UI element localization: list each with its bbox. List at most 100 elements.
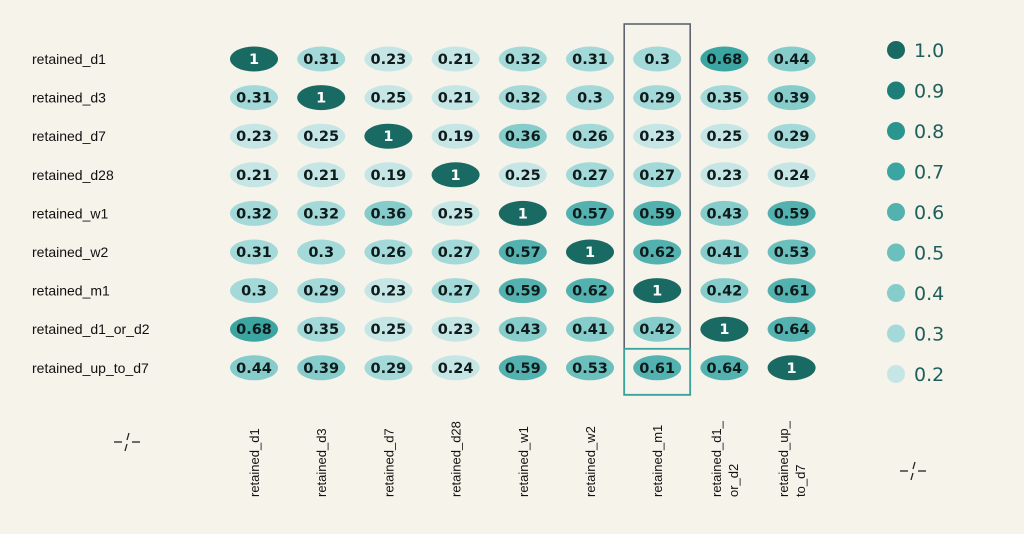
row-label: retained_m1 bbox=[32, 283, 110, 299]
column-label: retained_d3 bbox=[314, 428, 329, 497]
heatmap-cell bbox=[767, 316, 816, 342]
column-label: retained_w1 bbox=[516, 426, 531, 497]
cell-value-label: 0.41 bbox=[572, 322, 608, 338]
cell-value-label: 0.24 bbox=[774, 168, 810, 184]
heatmap-cell bbox=[230, 200, 278, 226]
heatmap-cell bbox=[566, 200, 614, 226]
heatmap-cell bbox=[498, 123, 547, 149]
cell-value-label: 0.32 bbox=[236, 206, 272, 222]
column-label: retained_d1_ bbox=[709, 420, 724, 497]
cell-value-label: 0.64 bbox=[774, 322, 810, 338]
legend-label: 0.9 bbox=[914, 81, 944, 103]
legend-swatch bbox=[887, 122, 905, 140]
heatmap-cell bbox=[230, 355, 278, 381]
heatmap-cell bbox=[498, 278, 547, 304]
heatmap-cell bbox=[633, 123, 682, 149]
cell-value-label: 0.42 bbox=[639, 322, 675, 338]
cell-value-label: 0.41 bbox=[707, 245, 743, 261]
legend-label: 0.4 bbox=[914, 283, 944, 305]
cell-value-label: 0.59 bbox=[505, 284, 541, 300]
cell-value-label: 0.3 bbox=[241, 284, 267, 300]
cell-value-label: 0.31 bbox=[236, 91, 272, 107]
heatmap-cell bbox=[498, 162, 547, 188]
heatmap-cell bbox=[700, 123, 749, 149]
heatmap-cell bbox=[431, 162, 480, 188]
heatmap-cell bbox=[767, 278, 816, 304]
cell-value-label: 0.62 bbox=[572, 284, 608, 300]
cell-value-label: 0.3 bbox=[644, 52, 670, 68]
heatmap-cell bbox=[364, 123, 413, 149]
cell-value-label: 0.59 bbox=[774, 206, 810, 222]
heatmap-cell bbox=[364, 200, 413, 226]
cell-value-label: 0.68 bbox=[236, 322, 272, 338]
heatmap-cell bbox=[566, 85, 614, 111]
heatmap-cell bbox=[431, 200, 480, 226]
column-label: retained_d28 bbox=[449, 421, 464, 497]
heatmap-cell bbox=[767, 46, 816, 72]
crosshair-decoration-icon bbox=[900, 461, 926, 481]
heatmap-cell bbox=[431, 316, 480, 342]
heatmap-cell bbox=[566, 123, 614, 149]
cell-value-label: 0.68 bbox=[707, 52, 743, 68]
heatmap-cell bbox=[633, 85, 682, 111]
cell-value-label: 0.62 bbox=[639, 245, 675, 261]
cell-value-label: 0.29 bbox=[303, 284, 339, 300]
heatmap-cell bbox=[700, 239, 749, 265]
heatmap-cell bbox=[700, 278, 749, 304]
cell-value-label: 0.42 bbox=[707, 284, 743, 300]
heatmap-cell bbox=[431, 355, 480, 381]
cell-value-label: 1 bbox=[652, 284, 662, 300]
cell-value-label: 0.21 bbox=[303, 168, 339, 184]
heatmap-cell bbox=[566, 46, 614, 72]
column-label: or_d2 bbox=[726, 464, 741, 497]
legend-label: 0.2 bbox=[914, 364, 944, 386]
cell-value-label: 0.26 bbox=[371, 245, 407, 261]
crosshair-decoration-icon bbox=[114, 432, 140, 452]
heatmap-cell bbox=[566, 162, 614, 188]
heatmap-cell bbox=[767, 162, 816, 188]
heatmap-cell bbox=[767, 200, 816, 226]
heatmap-cell bbox=[633, 162, 682, 188]
cell-value-label: 0.23 bbox=[371, 284, 407, 300]
cell-value-label: 0.35 bbox=[707, 91, 743, 107]
row-label: retained_up_to_d7 bbox=[32, 360, 149, 376]
cell-value-label: 0.25 bbox=[371, 322, 407, 338]
column-label: retained_w2 bbox=[583, 426, 598, 497]
legend-label: 0.6 bbox=[914, 202, 944, 224]
heatmap-cell bbox=[566, 278, 614, 304]
cell-value-label: 0.31 bbox=[236, 245, 272, 261]
legend-swatch bbox=[887, 243, 905, 262]
cell-value-label: 0.25 bbox=[707, 129, 743, 145]
legend-label: 0.8 bbox=[914, 121, 944, 143]
heatmap-cell bbox=[498, 46, 547, 72]
cell-value-label: 0.36 bbox=[505, 129, 541, 145]
legend-label: 0.3 bbox=[914, 324, 944, 346]
cell-value-label: 0.23 bbox=[371, 52, 407, 68]
cell-value-label: 0.59 bbox=[639, 206, 675, 222]
cell-value-label: 0.32 bbox=[303, 206, 339, 222]
cell-value-label: 0.24 bbox=[438, 361, 474, 377]
heatmap-cell bbox=[364, 46, 413, 72]
cell-value-label: 0.26 bbox=[572, 129, 608, 145]
heatmap-cell bbox=[230, 316, 278, 342]
cell-value-label: 0.23 bbox=[438, 322, 474, 338]
heatmap-cell bbox=[700, 85, 749, 111]
heatmap-cell bbox=[767, 123, 816, 149]
cell-value-label: 0.3 bbox=[308, 245, 334, 261]
row-label: retained_d1_or_d2 bbox=[32, 321, 150, 337]
legend-label: 0.5 bbox=[914, 243, 944, 265]
heatmap-cell bbox=[498, 85, 547, 111]
cell-value-label: 0.35 bbox=[303, 322, 339, 338]
cell-value-label: 0.44 bbox=[774, 52, 810, 68]
heatmap-cell bbox=[364, 316, 413, 342]
cell-value-label: 0.64 bbox=[707, 361, 743, 377]
cell-value-label: 0.27 bbox=[572, 168, 608, 184]
cell-value-label: 0.57 bbox=[505, 245, 541, 261]
row-label: retained_d3 bbox=[32, 90, 106, 106]
cell-value-label: 0.25 bbox=[303, 129, 339, 145]
cell-value-label: 0.61 bbox=[639, 361, 675, 377]
row-label: retained_d7 bbox=[32, 128, 106, 144]
legend-swatch bbox=[887, 203, 905, 221]
heatmap-cell bbox=[767, 355, 816, 381]
heatmap-cell bbox=[633, 316, 682, 342]
